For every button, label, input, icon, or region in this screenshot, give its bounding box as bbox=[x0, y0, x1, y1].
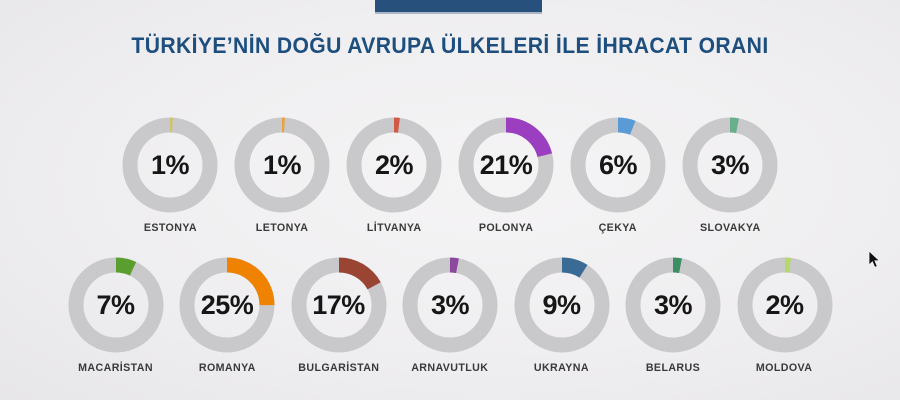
donut-label: ESTONYA bbox=[143, 222, 197, 234]
donut-ring bbox=[291, 257, 386, 353]
donut-arc bbox=[737, 257, 832, 353]
donut-label: UKRAYNA bbox=[533, 362, 590, 374]
donut-label: ARNAVUTLUK bbox=[411, 362, 489, 374]
donut-arc bbox=[570, 117, 666, 213]
donut-polonya: 21% POLONYA bbox=[450, 117, 562, 259]
donut-çekya: 6% ÇEKYA bbox=[562, 117, 674, 259]
donut-arc bbox=[234, 117, 330, 213]
donut-label: ROMANYA bbox=[198, 362, 256, 374]
donut-value: 7% bbox=[96, 289, 135, 320]
donut-bulgari̇stan: 17% BULGARİSTAN bbox=[283, 257, 395, 399]
donut-ring bbox=[122, 117, 218, 213]
chart-title: TÜRKİYE’NİN DOĞU AVRUPA ÜLKELERİ İLE İHR… bbox=[131, 33, 769, 58]
donut-moldova: 2% MOLDOVA bbox=[729, 257, 841, 399]
donut-row-top: 1% ESTONYA 1% LETONYA 2% LİTVANYA 21% POLONYA 6%… bbox=[0, 117, 900, 259]
donut-slovakya: 3% SLOVAKYA bbox=[674, 117, 786, 259]
donut-li̇tvanya: 2% LİTVANYA bbox=[338, 117, 450, 259]
donut-arnavutluk: 3% ARNAVUTLUK bbox=[394, 257, 506, 399]
donut-label: BULGARİSTAN bbox=[297, 362, 380, 374]
donut-arc bbox=[625, 257, 721, 353]
donut-ring bbox=[458, 117, 554, 213]
donut-value: 17% bbox=[312, 289, 365, 320]
donut-label: SLOVAKYA bbox=[699, 222, 761, 234]
mouse-cursor bbox=[868, 250, 881, 268]
donut-label: BELARUS bbox=[645, 362, 701, 374]
donut-arc bbox=[122, 117, 218, 213]
donut-romanya: 25% ROMANYA bbox=[171, 257, 283, 399]
donut-arc bbox=[179, 257, 275, 353]
donut-arc bbox=[291, 257, 386, 353]
donut-value: 3% bbox=[430, 289, 470, 320]
donut-value: 1% bbox=[262, 149, 302, 180]
donut-arc bbox=[458, 117, 554, 213]
donut-label: LİTVANYA bbox=[366, 222, 422, 234]
donut-macari̇stan: 7% MACARİSTAN bbox=[60, 257, 172, 399]
donut-ring bbox=[346, 117, 442, 213]
donut-value: 9% bbox=[542, 289, 581, 320]
donut-label: ÇEKYA bbox=[598, 222, 638, 234]
donut-ukrayna: 9% UKRAYNA bbox=[506, 257, 618, 399]
donut-row-bottom: 7% MACARİSTAN 25% ROMANYA 17% BULGARİSTAN 3% AR… bbox=[0, 257, 900, 399]
donut-arc bbox=[682, 117, 778, 213]
donut-value: 1% bbox=[150, 149, 190, 180]
donut-label: MACARİSTAN bbox=[78, 362, 153, 374]
donut-ring bbox=[682, 117, 778, 213]
donut-ring bbox=[68, 257, 163, 353]
donut-value: 3% bbox=[653, 289, 693, 320]
donut-arc bbox=[402, 257, 498, 353]
donut-ring bbox=[570, 117, 666, 213]
donut-letonya: 1% LETONYA bbox=[226, 117, 338, 259]
donut-label: LETONYA bbox=[255, 222, 309, 234]
donut-ring bbox=[737, 257, 832, 353]
donut-belarus: 3% BELARUS bbox=[617, 257, 729, 399]
donut-estonya: 1% ESTONYA bbox=[114, 117, 226, 259]
donut-value: 2% bbox=[765, 289, 804, 320]
donut-value: 2% bbox=[374, 149, 414, 180]
top-banner bbox=[375, 0, 542, 14]
donut-arc bbox=[514, 257, 609, 353]
donut-ring bbox=[514, 257, 609, 353]
donut-value: 3% bbox=[710, 149, 750, 180]
donut-ring bbox=[402, 257, 498, 353]
donut-value: 6% bbox=[598, 149, 638, 180]
donut-ring bbox=[179, 257, 275, 353]
donut-label: POLONYA bbox=[478, 222, 534, 234]
donut-ring bbox=[234, 117, 330, 213]
donut-arc bbox=[346, 117, 442, 213]
donut-value: 21% bbox=[479, 149, 533, 180]
donut-arc bbox=[68, 257, 163, 353]
donut-ring bbox=[625, 257, 721, 353]
donut-value: 25% bbox=[200, 289, 254, 320]
donut-label: MOLDOVA bbox=[756, 362, 813, 374]
